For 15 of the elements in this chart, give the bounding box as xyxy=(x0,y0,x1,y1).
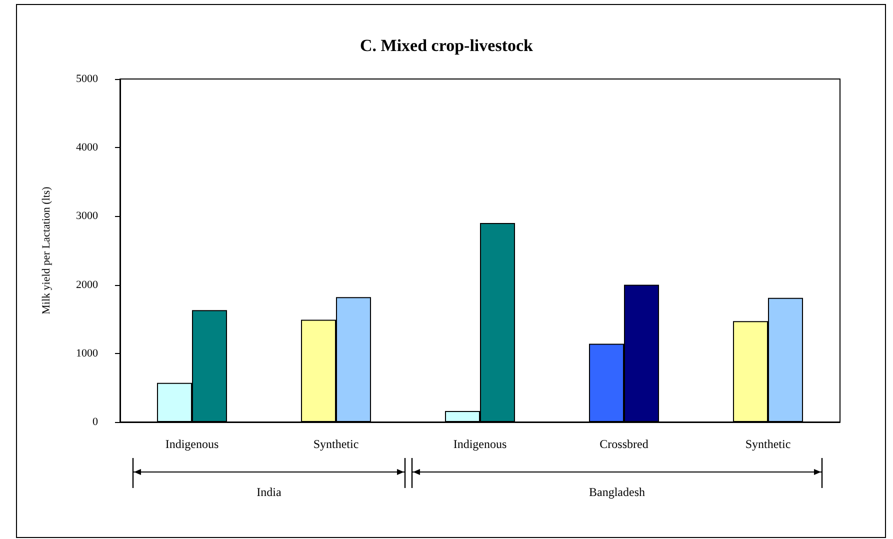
x-tick-label: Indigenous xyxy=(165,437,219,451)
y-tick-label: 4000 xyxy=(76,142,98,154)
x-tick-label: Crossbred xyxy=(600,437,648,451)
x-tick-label: Indigenous xyxy=(453,437,507,451)
y-tick-label: 1000 xyxy=(76,347,98,360)
y-tick-label: 2000 xyxy=(76,278,98,291)
text: India xyxy=(256,485,282,500)
chart-title: C. Mixed crop-livestock xyxy=(360,36,534,55)
y-tick-label: 0 xyxy=(92,416,98,428)
x-tick-label: Synthetic xyxy=(313,437,359,451)
y-tick-label: 5000 xyxy=(76,73,98,85)
y-tick-label: 3000 xyxy=(76,210,98,222)
x-tick-label: Synthetic xyxy=(745,437,791,451)
text: Bangladesh xyxy=(589,485,645,500)
y-axis-title: Milk yield per Lactation (lts) xyxy=(40,186,52,314)
